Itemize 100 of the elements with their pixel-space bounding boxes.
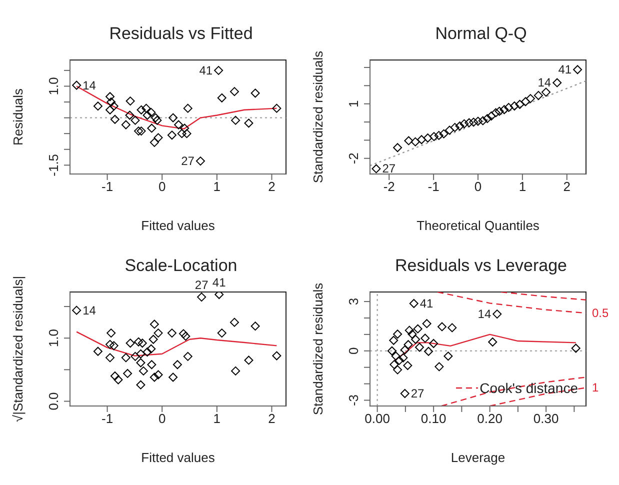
point xyxy=(478,116,488,126)
point xyxy=(445,126,454,135)
point xyxy=(130,116,140,125)
point xyxy=(181,332,190,341)
point xyxy=(154,370,163,380)
point xyxy=(167,328,176,338)
point xyxy=(272,104,282,113)
point xyxy=(154,328,163,338)
point xyxy=(106,105,115,114)
annotation: 27 xyxy=(181,154,195,168)
point xyxy=(387,346,396,356)
point xyxy=(422,319,432,328)
point xyxy=(429,338,438,348)
y-axis-title: Standardized residuals xyxy=(310,282,326,416)
x-tick-label: 1 xyxy=(213,179,221,194)
point xyxy=(450,122,460,132)
point xyxy=(150,138,159,147)
point xyxy=(420,334,430,343)
annotation: 0.5 xyxy=(592,306,610,320)
point xyxy=(106,328,116,338)
chart-title: Scale-Location xyxy=(124,256,238,276)
point xyxy=(464,118,474,128)
annotation: 41 xyxy=(558,62,572,77)
point xyxy=(526,94,535,104)
point xyxy=(430,132,438,142)
point xyxy=(230,318,239,327)
point xyxy=(106,92,115,102)
point xyxy=(151,113,160,122)
point xyxy=(72,80,82,90)
point xyxy=(391,352,400,361)
annotation: 27 xyxy=(382,162,396,176)
y-tick-label: 1 xyxy=(346,100,361,108)
point xyxy=(134,337,144,346)
x-tick-label: 0 xyxy=(474,179,482,194)
point xyxy=(230,87,239,96)
point xyxy=(515,100,524,109)
y-tick-label: -2 xyxy=(346,152,361,164)
x-axis-title: Leverage xyxy=(450,450,506,465)
point xyxy=(182,129,192,138)
point xyxy=(154,133,163,142)
point xyxy=(146,108,156,117)
point xyxy=(460,119,469,128)
point xyxy=(138,366,148,376)
point xyxy=(148,334,158,344)
point xyxy=(178,329,188,338)
point xyxy=(474,116,482,126)
x-axis-title: Fitted values xyxy=(141,450,216,465)
point xyxy=(417,135,426,144)
point xyxy=(404,340,413,350)
point xyxy=(404,326,414,335)
annotation: 14 xyxy=(538,76,552,90)
point xyxy=(393,143,402,152)
point xyxy=(172,360,182,370)
annotation: 27 xyxy=(194,278,209,292)
point xyxy=(217,93,226,102)
point xyxy=(134,126,144,136)
point xyxy=(142,110,152,120)
point xyxy=(393,330,402,339)
point xyxy=(183,352,192,361)
x-tick-label: -1 xyxy=(102,179,114,194)
point xyxy=(486,112,496,120)
point xyxy=(552,78,562,88)
point xyxy=(413,324,422,334)
point xyxy=(500,105,509,114)
point xyxy=(410,137,420,146)
point xyxy=(110,372,120,380)
point xyxy=(147,360,156,370)
point xyxy=(126,338,135,348)
y-axis-title: √|Standardized residuals| xyxy=(10,276,26,422)
point xyxy=(125,110,134,120)
point xyxy=(372,164,381,174)
point xyxy=(424,346,433,356)
point xyxy=(109,102,118,111)
point xyxy=(231,366,240,376)
point xyxy=(109,341,118,350)
x-tick-label: -2 xyxy=(383,179,395,194)
point xyxy=(400,345,410,354)
annotation: 14 xyxy=(82,303,96,318)
point xyxy=(121,353,130,362)
y-axis-title: Standardized residuals xyxy=(310,50,326,184)
point xyxy=(93,102,102,111)
point xyxy=(106,98,116,106)
point xyxy=(147,124,156,133)
point xyxy=(403,361,412,370)
point xyxy=(150,320,159,329)
x-tick-label: 2 xyxy=(268,179,276,194)
x-tick-label: 2 xyxy=(268,411,276,426)
point xyxy=(138,338,147,348)
point xyxy=(126,96,135,106)
y-tick-label: 0.0 xyxy=(46,392,61,410)
point xyxy=(250,88,260,98)
legend-label: Cook's distance xyxy=(480,380,578,396)
point xyxy=(448,323,457,332)
annotation: 14 xyxy=(82,78,96,92)
point xyxy=(400,389,410,398)
chart-title: Residuals vs Fitted xyxy=(108,24,254,44)
point xyxy=(152,116,162,125)
point xyxy=(180,124,190,133)
point xyxy=(469,118,478,127)
chart-title: Normal Q-Q xyxy=(434,24,528,44)
